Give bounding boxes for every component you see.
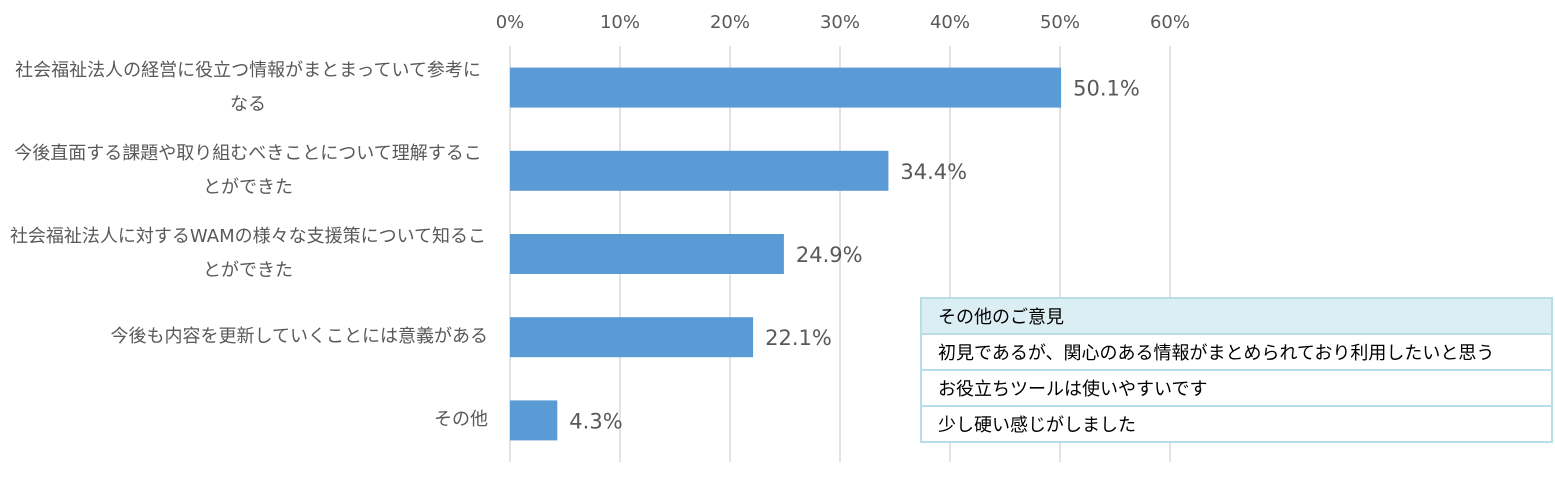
bar — [510, 150, 889, 191]
table-row: 少し硬い感じがしました — [920, 405, 1553, 443]
comments-table: その他のご意見 初見であるが、関心のある情報がまとめられており利用したいと思う … — [920, 297, 1553, 443]
bar — [510, 317, 754, 358]
value-label: 24.9% — [796, 243, 863, 267]
x-tick-label: 0% — [496, 12, 525, 33]
y-tick-label: その他 — [434, 409, 488, 431]
x-tick-label: 60% — [1150, 12, 1190, 33]
table-row: 初見であるが、関心のある情報がまとめられており利用したいと思う — [920, 333, 1553, 371]
y-tick-label-box: 社会福祉法人の経営に役立つ情報がまとまっていて参考になる — [8, 48, 488, 128]
x-tick-label: 20% — [710, 12, 750, 33]
x-tick-label: 30% — [820, 12, 860, 33]
table-header: その他のご意見 — [920, 297, 1553, 335]
x-tick-label: 50% — [1040, 12, 1080, 33]
y-tick-label: 社会福祉法人の経営に役立つ情報がまとまっていて参考になる — [15, 59, 481, 115]
y-tick-label-box: 今後直面する課題や取り組むべきことについて理解することができた — [8, 131, 488, 211]
bar — [510, 234, 784, 274]
bar — [510, 400, 558, 441]
y-tick-label-box: 社会福祉法人に対するWAMの様々な支援策について知ることができた — [8, 214, 488, 294]
y-tick-label: 今後直面する課題や取り組むべきことについて理解することができた — [14, 142, 482, 198]
y-tick-label-box: 今後も内容を更新していくことには意義がある — [8, 297, 488, 377]
y-tick-label: 社会福祉法人に対するWAMの様々な支援策について知ることができた — [9, 226, 487, 281]
value-label: 50.1% — [1073, 77, 1140, 101]
x-tick-label: 10% — [600, 12, 640, 33]
value-label: 4.3% — [569, 409, 622, 433]
x-tick-label: 40% — [930, 12, 970, 33]
table-row: お役立ちツールは使いやすいです — [920, 369, 1553, 407]
value-label: 22.1% — [765, 326, 832, 350]
value-label: 34.4% — [900, 160, 967, 184]
y-tick-label-box: その他 — [8, 380, 488, 460]
bar — [510, 67, 1062, 108]
y-tick-label: 今後も内容を更新していくことには意義がある — [110, 326, 488, 348]
